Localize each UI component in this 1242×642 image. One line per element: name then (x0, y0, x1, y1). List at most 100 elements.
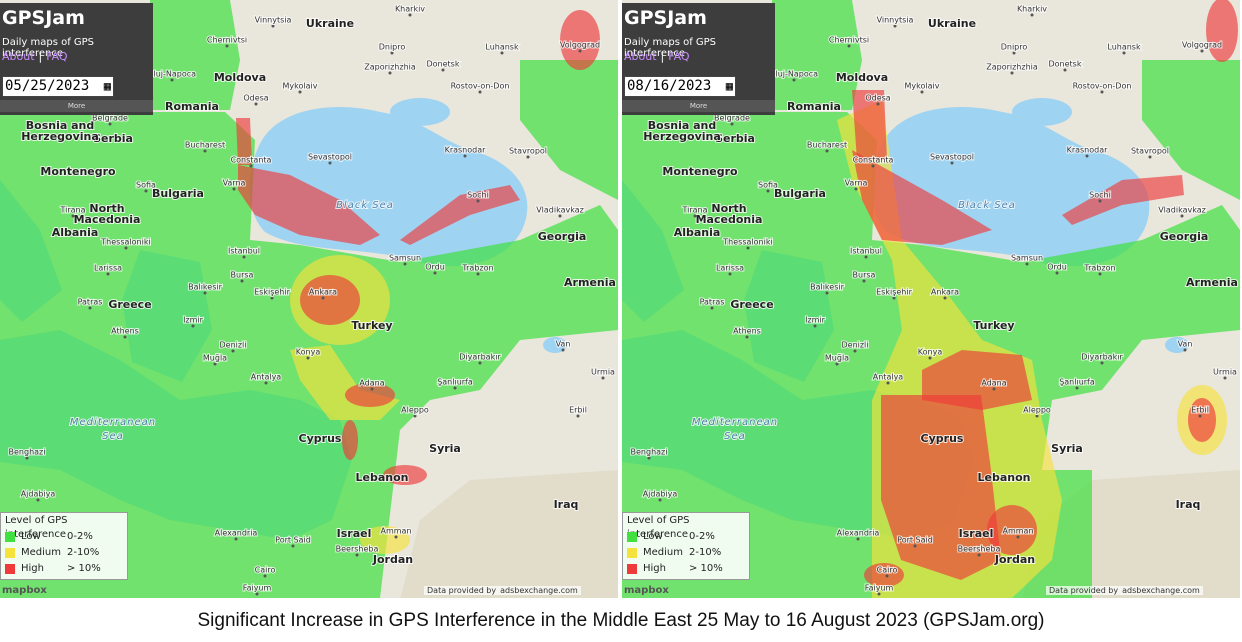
interference-area (1062, 175, 1184, 225)
city-dot (745, 335, 749, 339)
link-separator: | (38, 50, 43, 63)
city-dot (825, 291, 829, 295)
city-dot (298, 90, 302, 94)
city-dot (478, 361, 482, 365)
city-label: Istanbul (228, 247, 260, 256)
city-dot (578, 49, 582, 53)
city-dot (271, 24, 275, 28)
country-label: Bulgaria (152, 187, 204, 200)
link-faq[interactable]: FAQ (46, 50, 68, 63)
legend-label: Low (21, 531, 41, 542)
date-value[interactable]: 08/16/2023 (627, 78, 712, 94)
attribution-source[interactable]: adsbexchange.com (500, 586, 578, 595)
city-dot (1075, 386, 1079, 390)
attribution: Data provided by adsbexchange.com (1046, 586, 1203, 595)
link-about[interactable]: About (624, 50, 657, 63)
city-dot (730, 122, 734, 126)
calendar-icon[interactable]: ▦ (103, 79, 111, 93)
interference-area (383, 465, 427, 485)
date-value[interactable]: 05/25/2023 (5, 78, 90, 94)
country-label: Jordan (994, 553, 1035, 566)
date-input[interactable]: 05/25/2023 ▦ (2, 76, 114, 97)
country-label: Romania (787, 100, 841, 113)
city-dot (864, 255, 868, 259)
city-label: Adana (981, 379, 1006, 388)
city-label: Urmia (591, 368, 615, 377)
city-label: Mykolaiv (283, 82, 318, 91)
legend-swatch (5, 548, 15, 558)
legend: Level of GPS interference Low 0-2% Medium 2-… (622, 512, 750, 580)
city-dot (728, 272, 732, 276)
legend-label: Medium (643, 547, 683, 558)
sea-label: Sea (102, 431, 124, 442)
country-label: Cyprus (299, 432, 342, 445)
city-dot (433, 271, 437, 275)
city-label: Constanta (231, 156, 272, 165)
city-dot (263, 574, 267, 578)
city-dot (413, 414, 417, 418)
link-faq[interactable]: FAQ (668, 50, 690, 63)
city-label: Ajdabiya (643, 490, 678, 499)
city-dot (1223, 376, 1227, 380)
app-panel: GPSJam Daily maps of GPS interference Abou… (0, 3, 153, 115)
city-label: Urmia (1213, 368, 1237, 377)
legend-range: 0-2% (67, 531, 93, 542)
city-label: Belgrade (92, 114, 128, 123)
city-label: Patras (700, 298, 725, 307)
city-dot (877, 592, 881, 596)
app-title: GPSJam (2, 7, 85, 29)
city-label: Krasnodar (1067, 146, 1109, 155)
calendar-icon[interactable]: ▦ (725, 79, 733, 93)
city-dot (1025, 262, 1029, 266)
more-toggle[interactable]: More (0, 100, 153, 112)
city-label: Vladikavkaz (1158, 206, 1206, 215)
legend-range: > 10% (689, 563, 723, 574)
city-label: Krasnodar (445, 146, 487, 155)
legend-range: > 10% (67, 563, 101, 574)
country-label: Greece (108, 298, 151, 311)
city-label: Muğla (203, 354, 227, 363)
link-about[interactable]: About (2, 50, 35, 63)
city-dot (390, 51, 394, 55)
date-input[interactable]: 08/16/2023 ▦ (624, 76, 736, 97)
city-dot (453, 386, 457, 390)
map-panel: Ukraine Moldova Romania Black Sea Bulgaria Se… (622, 0, 1240, 598)
city-label: Diyarbakır (459, 353, 501, 362)
city-label: Sofia (758, 181, 778, 190)
mapbox-logo: mapbox (2, 585, 47, 596)
city-dot (766, 189, 770, 193)
city-dot (853, 349, 857, 353)
attribution-source[interactable]: adsbexchange.com (1122, 586, 1200, 595)
legend-title: Level of GPS interference (627, 515, 690, 540)
city-dot (264, 381, 268, 385)
city-dot (1016, 535, 1020, 539)
city-label: Varna (845, 179, 868, 188)
city-dot (441, 68, 445, 72)
caption: Significant Increase in GPS Interference… (197, 610, 1045, 631)
legend-label: Low (643, 531, 663, 542)
country-label: Herzegovina (21, 130, 99, 143)
city-dot (1010, 71, 1014, 75)
legend-swatch (5, 564, 15, 574)
country-label: Turkey (973, 319, 1014, 332)
city-label: Denizli (841, 341, 868, 350)
city-dot (913, 544, 917, 548)
city-label: Erbil (1191, 406, 1209, 415)
city-dot (876, 102, 880, 106)
city-dot (242, 255, 246, 259)
city-label: Volgograd (560, 41, 600, 50)
country-label: Romania (165, 100, 219, 113)
city-label: Faiyum (865, 584, 894, 593)
city-dot (746, 246, 750, 250)
country-label: Syria (1051, 442, 1083, 455)
city-dot (847, 44, 851, 48)
city-label: Antalya (251, 373, 282, 382)
more-toggle[interactable]: More (622, 100, 775, 112)
interference-area (360, 526, 410, 554)
legend-swatch (5, 532, 15, 542)
country-label: Turkey (351, 319, 392, 332)
city-dot (255, 592, 259, 596)
city-label: Erbil (569, 406, 587, 415)
city-label: Adana (359, 379, 384, 388)
city-dot (88, 306, 92, 310)
